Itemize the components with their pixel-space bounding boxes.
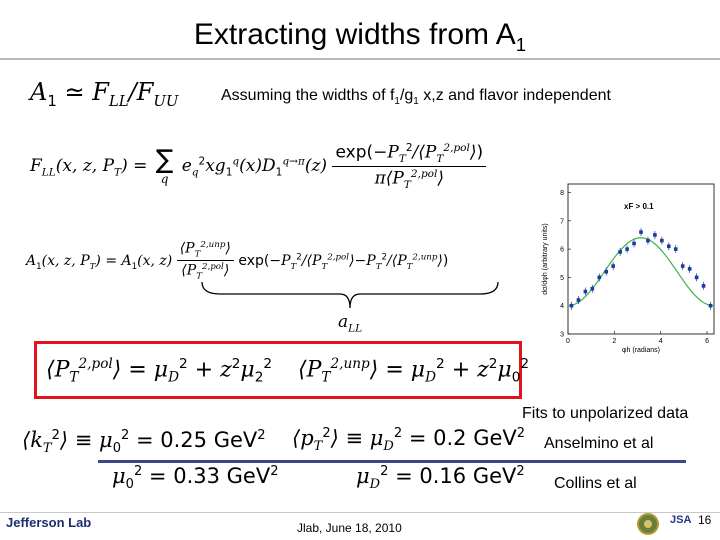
data-point — [625, 247, 629, 251]
xtick-label: 2 — [612, 338, 616, 345]
ytick-label: 8 — [560, 190, 564, 197]
plot-ylabel: dσ/dφh (arbitrary units) — [542, 223, 549, 295]
seal-icon — [637, 513, 659, 535]
ytick-label: 3 — [560, 332, 564, 339]
xtick-label: 0 — [566, 338, 570, 345]
underbrace — [201, 281, 499, 309]
plot-yticks: 3 4 5 6 7 8 — [560, 190, 571, 339]
azimuthal-distribution-plot: dσ/dφh (arbitrary units) φh (radians) xF… — [542, 183, 715, 354]
jefferson-lab-logo: Jefferson Lab — [6, 515, 92, 530]
plot-legend: xF > 0.1 — [624, 202, 654, 211]
data-point — [590, 286, 595, 291]
plot-frame — [567, 183, 715, 335]
mud-collins-equation: μD2 = 0.16 GeV2 — [356, 464, 525, 493]
data-point — [646, 238, 650, 243]
collins-label: Collins et al — [554, 475, 637, 492]
data-point — [660, 238, 664, 243]
data-point — [639, 230, 643, 234]
separator-line — [98, 460, 686, 463]
plot-xlabel: φh (radians) — [622, 347, 660, 354]
kt-width-definition: ⟨kT2⟩ ≡ μ02 = 0.25 GeV2 — [22, 428, 266, 457]
data-point — [673, 247, 678, 251]
data-point — [653, 233, 657, 237]
data-point — [576, 298, 581, 302]
footer-date: Jlab, June 18, 2010 — [297, 521, 402, 535]
data-points — [569, 228, 713, 310]
page-number: 16 — [698, 513, 712, 527]
pol-width-equation: ⟨PT2,pol⟩ = μD2 + z2μ22 — [46, 356, 273, 386]
f-ll-equation: FLL(x, z, PT) = ∑ q eq2xg1q(x)D1q→π(z) ex… — [30, 142, 487, 191]
data-point — [597, 275, 602, 280]
data-point — [611, 264, 615, 268]
data-point — [701, 284, 706, 288]
footer-divider — [0, 512, 720, 513]
ytick-label: 5 — [560, 275, 564, 282]
assumption-text: Assuming the widths of f1/g1 x,z and fla… — [221, 87, 611, 108]
xtick-label: 4 — [659, 338, 663, 345]
a-ll-label: aLL — [338, 312, 363, 335]
anselmino-label: Anselmino et al — [544, 435, 654, 452]
data-point — [583, 289, 588, 294]
fits-label: Fits to unpolarized data — [522, 405, 689, 422]
unp-width-equation: ⟨PT2,unp⟩ = μD2 + z2μ02 — [298, 356, 530, 386]
ytick-label: 7 — [560, 218, 564, 225]
data-point — [687, 267, 692, 271]
pt-width-definition: ⟨pT2⟩ ≡ μD2 = 0.2 GeV2 — [292, 426, 526, 455]
a1-approx-equation: A1 ≃ FLL/FUU — [30, 78, 179, 110]
data-point — [632, 241, 636, 246]
data-point — [667, 244, 671, 249]
xtick-label: 6 — [705, 338, 709, 345]
data-point — [694, 275, 699, 280]
data-point — [604, 269, 609, 274]
data-point — [708, 303, 713, 308]
data-point — [618, 250, 622, 254]
slide-title: Extracting widths from A1 — [193, 18, 527, 55]
ytick-label: 4 — [560, 303, 564, 310]
widths-highlight-box — [34, 341, 522, 399]
a1-full-equation: A1(x, z, PT) = A1(x, z) ⟨PT2,unp⟩ ⟨PT2,po… — [26, 240, 449, 282]
data-point — [569, 303, 574, 308]
title-divider — [0, 58, 720, 60]
ytick-label: 6 — [560, 247, 564, 254]
data-point — [680, 264, 685, 268]
mu0-collins-equation: μ02 = 0.33 GeV2 — [112, 464, 279, 493]
jsa-logo: JSA — [670, 514, 692, 526]
plot-xticks: 0 2 4 6 — [566, 331, 709, 345]
